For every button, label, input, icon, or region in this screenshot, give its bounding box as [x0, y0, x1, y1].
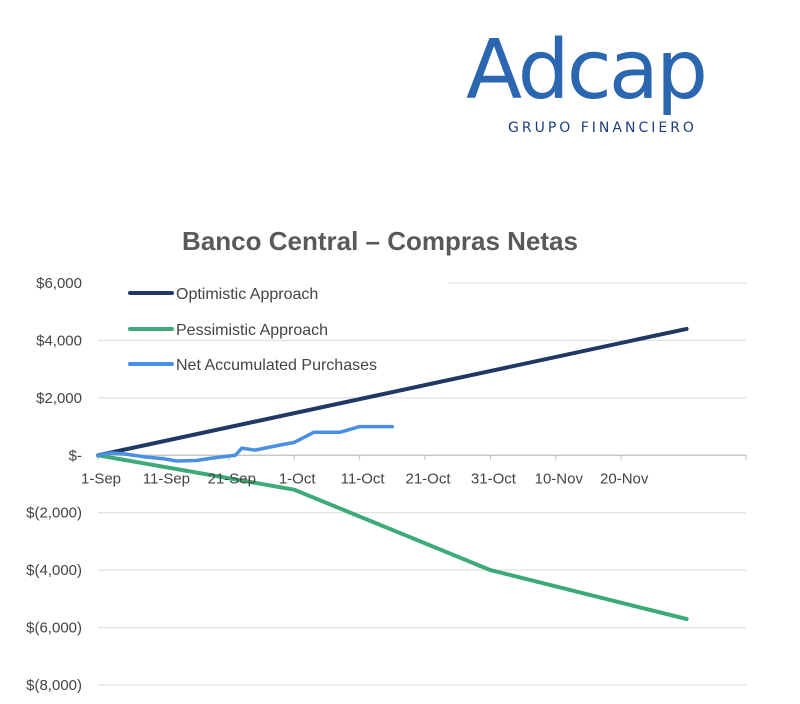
y-tick-label: $2,000	[36, 390, 82, 407]
x-tick-label: 10-Nov	[535, 470, 584, 487]
y-tick-label: $(6,000)	[26, 620, 82, 637]
legend-label: Pessimistic Approach	[176, 322, 328, 339]
optimistic-approach-line	[96, 326, 689, 458]
x-tick-label: 11-Oct	[341, 470, 386, 487]
chart-title: Banco Central – Compras Netas	[182, 226, 578, 256]
pessimistic-approach-line	[96, 453, 689, 621]
x-tick-label: 20-Nov	[600, 470, 649, 487]
y-tick-label: $4,000	[36, 332, 82, 349]
y-tick-label: $-	[69, 447, 82, 464]
x-tick-label: 11-Sep	[143, 470, 190, 487]
legend-label: Net Accumulated Purchases	[176, 357, 377, 374]
y-tick-label: $(2,000)	[26, 505, 82, 522]
adcap-logo: Adcap GRUPO FINANCIERO	[466, 26, 766, 146]
y-tick-label: $(4,000)	[26, 562, 82, 579]
x-tick-label: 31-Oct	[471, 470, 517, 487]
x-tick-label: 21-Sep	[208, 470, 256, 487]
x-tick-label: 1-Oct	[279, 470, 317, 487]
net-accumulated-purchases-line	[96, 424, 395, 463]
x-tick-label: 1-Sep	[81, 470, 121, 487]
y-tick-label: $(8,000)	[26, 677, 82, 694]
x-tick-label: 21-Oct	[405, 470, 451, 487]
legend-label: Optimistic Approach	[176, 286, 318, 303]
logo-subtitle: GRUPO FINANCIERO	[508, 120, 697, 136]
y-tick-label: $6,000	[36, 275, 82, 292]
logo-wordmark: Adcap	[466, 23, 708, 118]
